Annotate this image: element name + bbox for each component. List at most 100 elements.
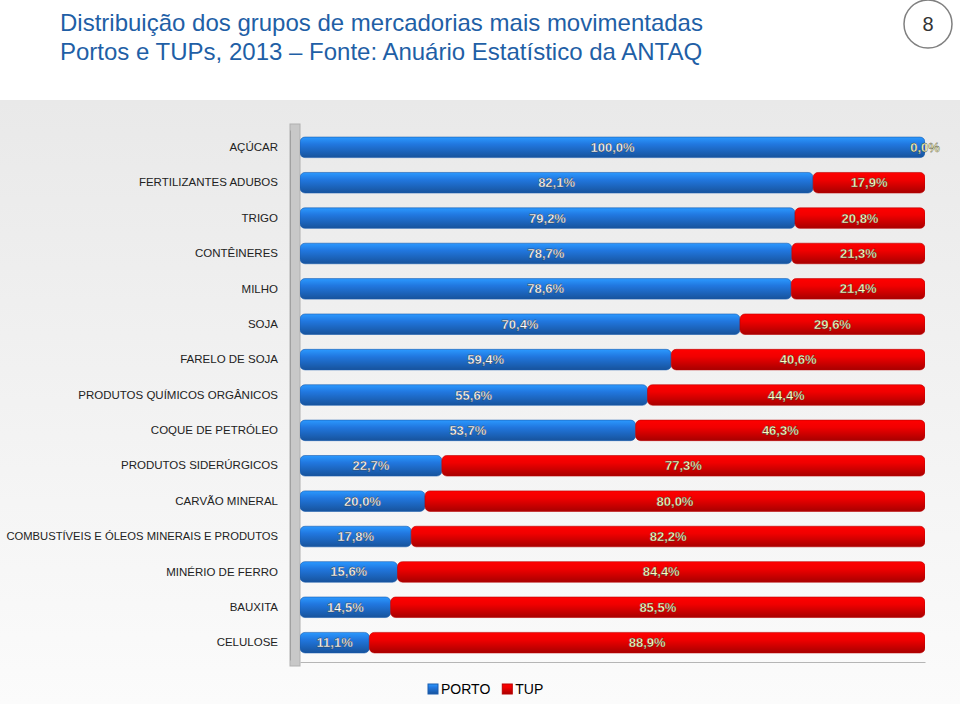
bar: [300, 420, 636, 441]
data-label: 77,3%: [665, 458, 702, 473]
wall: [290, 124, 300, 666]
y-tick: PRODUTOS QUÍMICOS ORGÂNICOS: [78, 389, 290, 401]
y-tick: MINÉRIO DE FERRO: [166, 566, 290, 578]
x-axis-line: [301, 662, 926, 663]
y-tick-label: AÇÚCAR: [229, 141, 278, 153]
bar: [300, 526, 411, 547]
legend-item: PORTO: [428, 681, 490, 697]
y-tick: BAUXITA: [230, 601, 290, 613]
bar: [671, 349, 925, 370]
y-axis-line: [290, 131, 291, 661]
data-label: 84,4%: [643, 564, 680, 579]
legend-swatch: [502, 684, 512, 694]
data-label: 17,8%: [337, 529, 374, 544]
bar: [369, 632, 925, 653]
bar: [300, 279, 791, 300]
y-tick-label: MINÉRIO DE FERRO: [166, 566, 278, 578]
bar: [813, 172, 925, 193]
y-tick: PRODUTOS SIDERÚRGICOS: [121, 459, 290, 471]
bar: [740, 314, 925, 335]
y-tick-label: TRIGO: [242, 212, 278, 224]
legend-label: TUP: [515, 681, 543, 697]
chart-root: Distribuição dos grupos de mercadorias m…: [0, 0, 960, 704]
y-tick-label: SOJA: [248, 318, 278, 330]
y-tick: CARVÃO MINERAL: [175, 495, 290, 507]
legend-swatch: [428, 684, 438, 694]
data-label: 22,7%: [353, 458, 390, 473]
y-tick: CONTÊINERES: [195, 247, 290, 259]
y-tick-label: CONTÊINERES: [195, 247, 278, 259]
data-label: 17,9%: [851, 175, 888, 190]
annotation-circle: [904, 0, 952, 48]
y-tick-label: BAUXITA: [230, 601, 279, 613]
bar: [300, 172, 813, 193]
data-label: 29,6%: [814, 317, 851, 332]
title: Distribuição dos grupos de mercadorias m…: [60, 9, 703, 36]
y-tick: FERTILIZANTES ADUBOS: [139, 176, 290, 188]
bar: [300, 491, 425, 512]
y-tick: FARELO DE SOJA: [180, 353, 290, 365]
y-tick-label: PRODUTOS QUÍMICOS ORGÂNICOS: [78, 389, 278, 401]
legend-label: PORTO: [441, 681, 490, 697]
bar: [300, 314, 740, 335]
legend: PORTO TUP: [428, 681, 543, 697]
bar: [391, 597, 925, 618]
y-tick-label: COMBUSTÍVEIS E ÓLEOS MINERAIS E PRODUTOS: [6, 530, 278, 542]
y-tick: COQUE DE PETRÓLEO: [151, 424, 290, 436]
data-label: 53,7%: [449, 423, 486, 438]
y-tick: MILHO: [242, 283, 290, 295]
bar: [442, 456, 925, 477]
data-label: 82,1%: [538, 175, 575, 190]
y-axis: AÇÚCAR FERTILIZANTES ADUBOS TRIGO CONTÊINER…: [6, 131, 290, 661]
x-axis: [301, 662, 926, 663]
data-label: 79,2%: [529, 211, 566, 226]
bar: [300, 385, 648, 406]
bar: [425, 491, 925, 512]
bar: [791, 279, 925, 300]
bar: [300, 137, 925, 158]
data-label: 14,5%: [327, 600, 364, 615]
data-label: 40,6%: [780, 352, 817, 367]
data-label: 78,6%: [527, 281, 564, 296]
subtitle: Portos e TUPs, 2013 – Fonte: Anuário Est…: [60, 38, 702, 65]
data-label: 15,6%: [330, 564, 367, 579]
data-label: 100,0%: [590, 140, 635, 155]
data-label: 80,0%: [657, 494, 694, 509]
y-tick-label: FERTILIZANTES ADUBOS: [139, 176, 278, 188]
y-tick-label: MILHO: [242, 283, 278, 295]
bar: [300, 349, 671, 370]
data-label: 55,6%: [455, 388, 492, 403]
data-label: 82,2%: [650, 529, 687, 544]
y-tick: COMBUSTÍVEIS E ÓLEOS MINERAIS E PRODUTOS: [6, 530, 290, 542]
data-label: 88,9%: [629, 635, 666, 650]
y-tick-label: FARELO DE SOJA: [180, 353, 278, 365]
data-label: 44,4%: [768, 388, 805, 403]
y-tick: CELULOSE: [217, 636, 290, 648]
bar: [795, 208, 925, 229]
bar: [300, 243, 792, 264]
y-tick-label: CELULOSE: [217, 636, 279, 648]
y-tick: AÇÚCAR: [229, 141, 290, 153]
bar: [792, 243, 925, 264]
bar: [398, 562, 926, 583]
y-tick-label: COQUE DE PETRÓLEO: [151, 424, 278, 436]
y-tick-label: CARVÃO MINERAL: [175, 495, 278, 507]
y-tick-label: PRODUTOS SIDERÚRGICOS: [121, 459, 278, 471]
data-label: 21,4%: [840, 281, 877, 296]
bar: [648, 385, 926, 406]
data-labels: 100,0% 82,1% 79,2% 78,7% 78,6% 70,4% 59,4% 55,6…: [317, 140, 941, 650]
y-tick: TRIGO: [242, 212, 290, 224]
legend-item: TUP: [502, 681, 543, 697]
bar: [636, 420, 925, 441]
data-label: 59,4%: [467, 352, 504, 367]
bar: [300, 456, 442, 477]
bar: [300, 562, 398, 583]
data-label: 70,4%: [502, 317, 539, 332]
y-tick: SOJA: [248, 318, 290, 330]
data-label: 11,1%: [317, 635, 354, 650]
data-label: 78,7%: [528, 246, 565, 261]
data-label: 46,3%: [762, 423, 799, 438]
data-label: 20,8%: [842, 211, 879, 226]
annotation: 8: [922, 13, 933, 35]
background: [0, 100, 960, 704]
